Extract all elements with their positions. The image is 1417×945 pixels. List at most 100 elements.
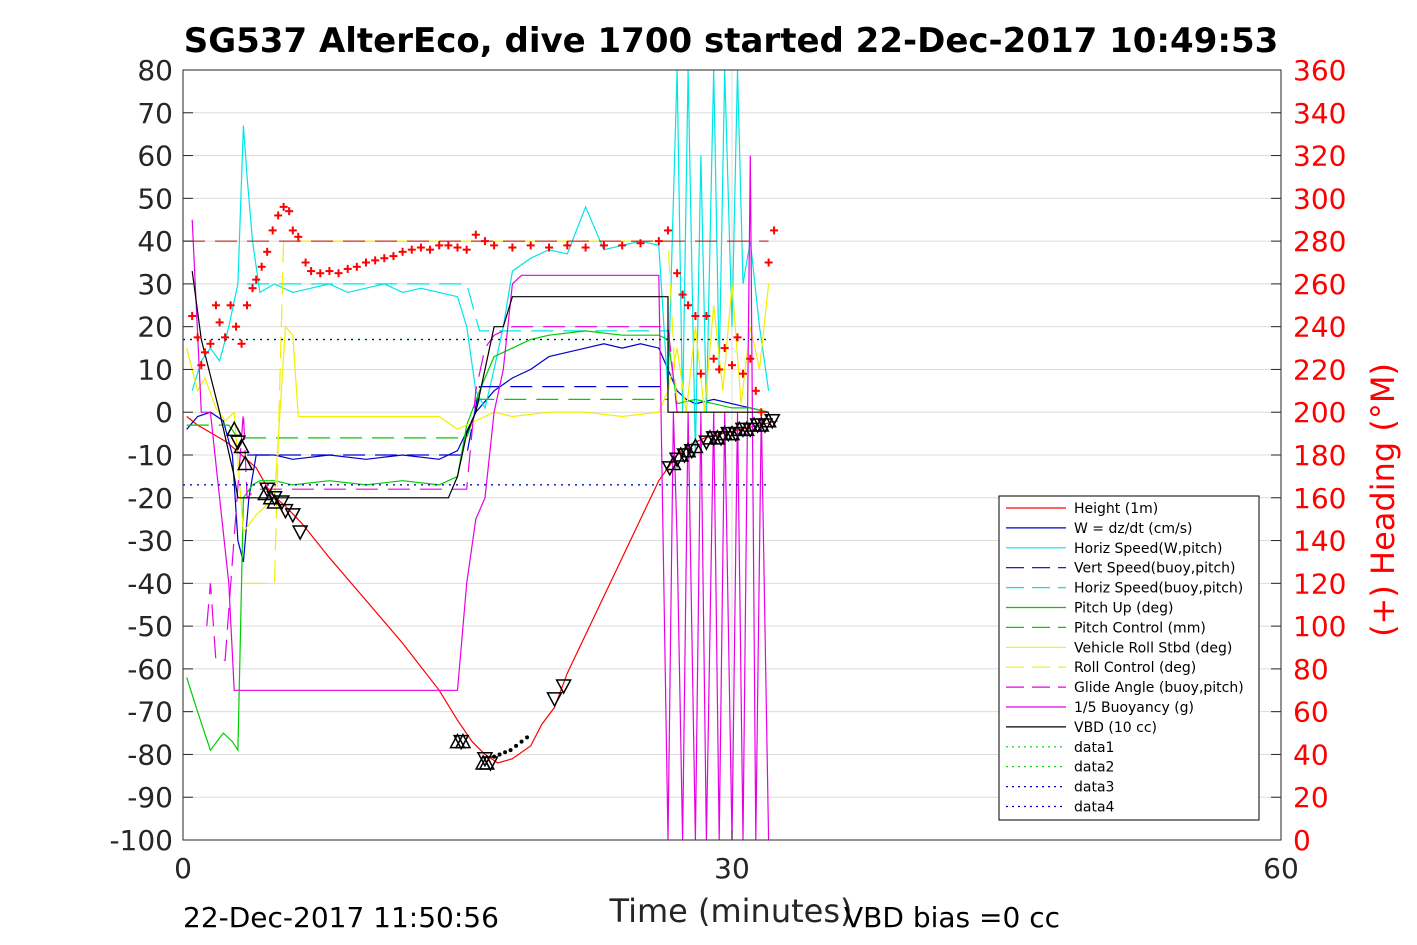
triangle-down-marker xyxy=(291,525,309,541)
y-tick-label: -10 xyxy=(127,439,173,472)
y2-tick-label: 200 xyxy=(1293,396,1346,429)
heading-point xyxy=(257,262,266,271)
legend-entry-glide-angle-buoy-pitch: Glide Angle (buoy,pitch) xyxy=(1006,680,1244,696)
triangle-down-marker xyxy=(756,418,774,434)
heading-layer xyxy=(188,202,779,417)
legend-label: Vert Speed(buoy,pitch) xyxy=(1074,561,1236,577)
y-tick-label: 40 xyxy=(137,225,173,258)
y2-tick-label: 140 xyxy=(1293,525,1346,558)
triangle-up-marker xyxy=(454,733,472,749)
legend-label: data4 xyxy=(1074,800,1115,816)
legend-entry-roll-control-deg: Roll Control (deg) xyxy=(1006,660,1196,676)
heading-point xyxy=(426,245,435,254)
y-tick-label: -20 xyxy=(127,482,173,515)
heading-point xyxy=(453,243,462,252)
heading-point xyxy=(435,241,444,250)
triangle-down-marker xyxy=(452,734,470,751)
x-tick-label: 30 xyxy=(714,852,750,885)
heading-point xyxy=(407,245,416,254)
legend-label: data1 xyxy=(1074,740,1114,756)
legend-entry-w-dz-dt-cm-s: W = dz/dt (cm/s) xyxy=(1006,521,1193,537)
dot-marker xyxy=(503,750,508,755)
heading-point xyxy=(211,301,220,310)
y-tick-label: 0 xyxy=(155,396,173,429)
heading-point xyxy=(200,348,209,357)
y-tick-label: 20 xyxy=(137,311,173,344)
legend-label: Glide Angle (buoy,pitch) xyxy=(1074,680,1244,696)
heading-point xyxy=(444,241,453,250)
y-tick-label: 70 xyxy=(137,97,173,130)
heading-point xyxy=(263,247,272,256)
x-axis-label: Time (minutes) xyxy=(609,892,853,930)
heading-point xyxy=(301,258,310,267)
y-tick-label: -60 xyxy=(127,653,173,686)
y-tick-label: 50 xyxy=(137,182,173,215)
heading-point xyxy=(746,354,755,363)
heading-point xyxy=(215,318,224,327)
heading-point xyxy=(526,241,535,250)
triangle-up-marker xyxy=(753,416,770,432)
legend-label: Pitch Up (deg) xyxy=(1074,601,1173,617)
y2-tick-label: 20 xyxy=(1293,781,1329,814)
legend: Height (1m) W = dz/dt (cm/s) Horiz Speed(W… xyxy=(998,495,1260,821)
y2-axis-label: (+) Heading (°M) xyxy=(1364,363,1402,637)
heading-point xyxy=(294,232,303,241)
dot-marker xyxy=(497,752,502,757)
heading-point xyxy=(197,361,206,370)
heading-point xyxy=(691,311,700,320)
heading-point xyxy=(268,226,277,235)
heading-point xyxy=(764,258,773,267)
legend-label: Horiz Speed(W,pitch) xyxy=(1074,541,1222,557)
triangle-up-marker xyxy=(723,425,741,441)
y2-tick-label: 0 xyxy=(1293,824,1311,857)
heading-point xyxy=(248,284,257,293)
triangle-down-marker xyxy=(258,482,276,498)
heading-point xyxy=(243,301,252,310)
heading-point xyxy=(545,243,553,252)
series-pitch-control-mm xyxy=(186,398,668,439)
triangle-up-marker xyxy=(709,429,726,445)
dot-marker xyxy=(492,754,497,759)
y2-tick-label: 340 xyxy=(1293,97,1346,130)
y2-tick-label: 300 xyxy=(1293,182,1346,215)
x-tick-label: 0 xyxy=(174,852,192,885)
series-horiz-speed-buoy-pitch xyxy=(247,283,668,332)
heading-point xyxy=(334,269,343,278)
y-tick-label: 80 xyxy=(137,54,173,87)
marker-layer xyxy=(225,412,781,772)
triangle-down-marker xyxy=(683,443,700,460)
y-tick-label: -80 xyxy=(127,738,173,771)
y2-tick-label: 160 xyxy=(1293,482,1346,515)
triangle-down-marker xyxy=(676,448,693,464)
triangle-up-marker xyxy=(225,420,243,437)
y-tick-label: -50 xyxy=(127,610,173,643)
triangle-down-marker xyxy=(284,508,302,524)
y2-tick-label: 100 xyxy=(1293,610,1346,643)
series-vert-speed-buoy-pitch xyxy=(247,386,668,456)
triangle-down-marker xyxy=(668,452,686,468)
heading-point xyxy=(663,226,672,235)
heading-point xyxy=(715,365,724,374)
legend-entry-1-5-buoyancy-g: 1/5 Buoyancy (g) xyxy=(1006,700,1194,716)
heading-point xyxy=(462,245,471,254)
heading-point xyxy=(232,322,241,331)
triangle-down-marker xyxy=(698,435,715,451)
legend-entry-horiz-speed-buoy-pitch: Horiz Speed(buoy,pitch) xyxy=(1006,581,1243,597)
heading-point xyxy=(702,311,711,320)
triangle-down-marker xyxy=(764,414,781,430)
heading-point xyxy=(770,226,779,235)
y2-tick-label: 80 xyxy=(1293,653,1329,686)
heading-point xyxy=(654,237,663,246)
y2-tick-label: 280 xyxy=(1293,225,1346,258)
heading-point xyxy=(751,386,760,395)
legend-label: Horiz Speed(buoy,pitch) xyxy=(1074,581,1243,597)
y2-tick-label: 60 xyxy=(1293,696,1329,729)
heading-point xyxy=(684,301,693,310)
heading-point xyxy=(325,267,334,276)
axis-ticks: 80706050403020100-10-20-30-40-50-60-70-8… xyxy=(109,54,1346,885)
heading-point xyxy=(673,269,682,278)
triangle-down-marker xyxy=(277,503,294,520)
heading-point xyxy=(636,239,645,248)
triangle-down-marker xyxy=(727,426,744,443)
